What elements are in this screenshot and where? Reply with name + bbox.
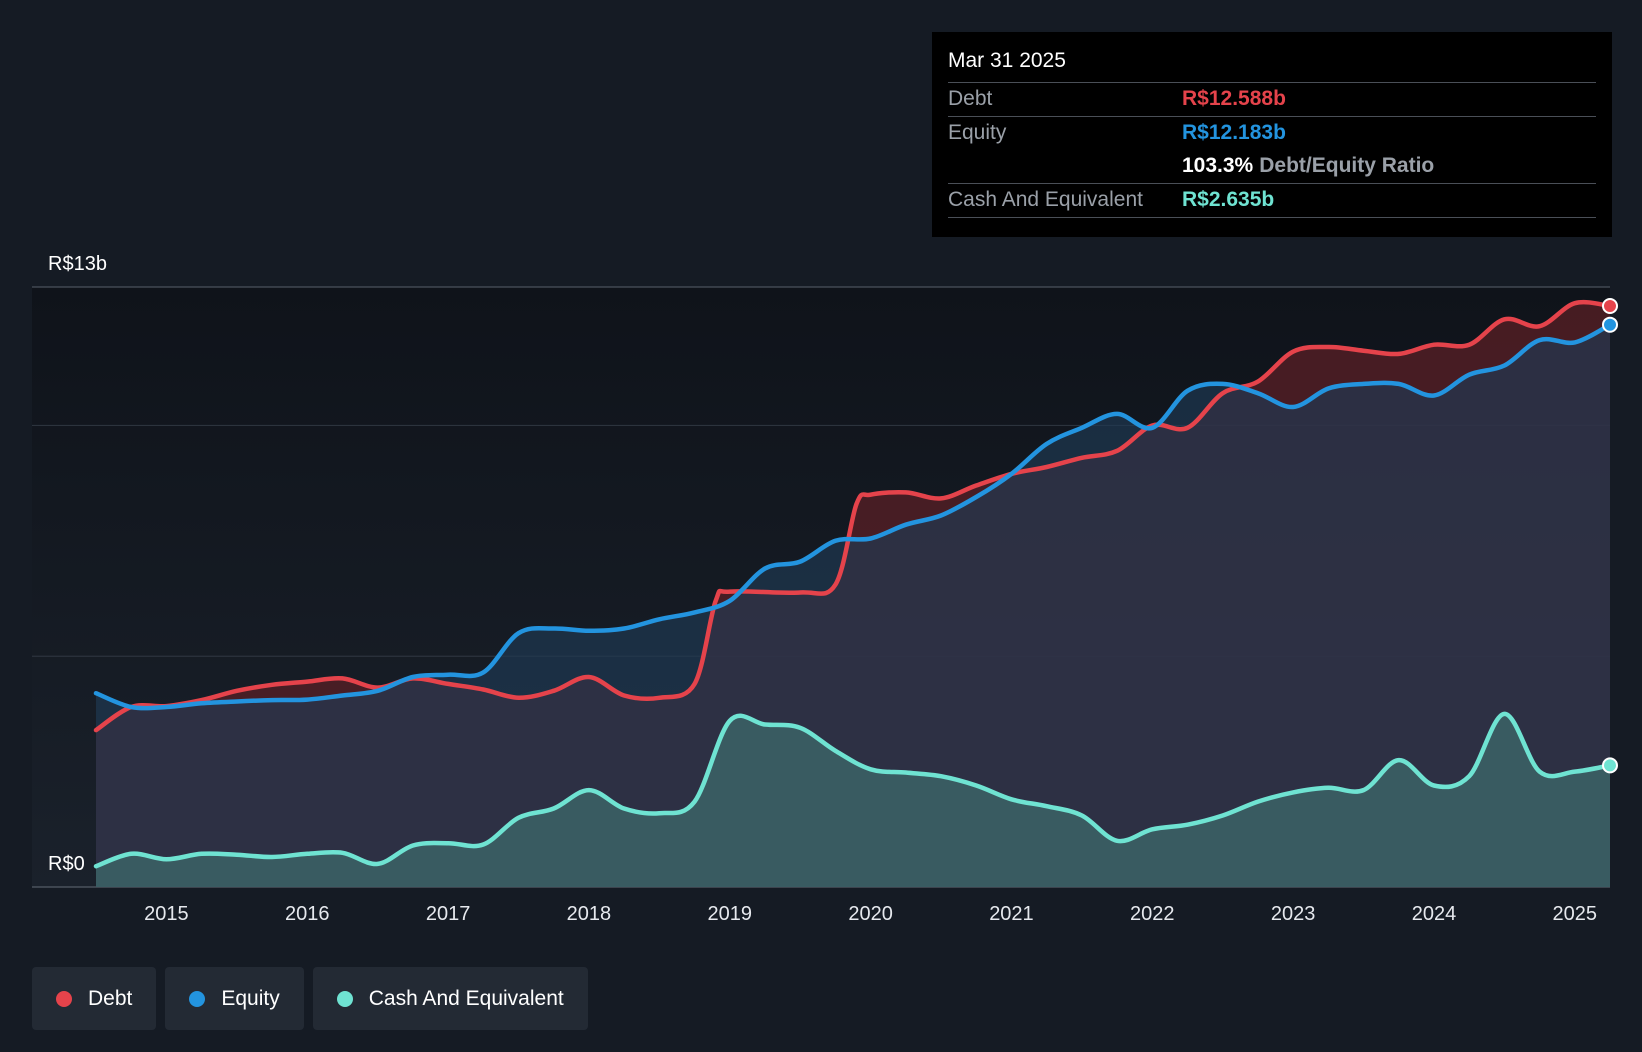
tooltip-ratio-label: Debt/Equity Ratio [1259,154,1435,177]
x-tick-label: 2017 [426,903,471,925]
tooltip-ratio-spacer [948,150,1182,183]
tooltip-debt-row: Debt R$12.588b [948,83,1596,117]
tooltip-debt-value: R$12.588b [1182,87,1286,110]
x-tick-label: 2024 [1412,903,1457,925]
tooltip-ratio-value: 103.3% [1182,154,1254,177]
tooltip-debt-label: Debt [948,87,993,110]
legend: Debt Equity Cash And Equivalent [32,967,588,1030]
tooltip-date: Mar 31 2025 [948,46,1596,83]
legend-label-debt: Debt [88,986,133,1010]
end-point-cash-and-equivalent [1602,757,1618,774]
line-debt [93,299,1613,733]
tooltip-ratio-row: 103.3% Debt/Equity Ratio [948,150,1596,184]
series-lines [93,299,1613,869]
x-tick-label: 2021 [989,903,1034,925]
x-tick-label: 2016 [285,903,330,925]
x-tick-label: 2020 [848,903,893,925]
series-areas [96,302,1610,887]
legend-item-cash[interactable]: Cash And Equivalent [312,967,588,1030]
legend-dot-equity-icon [189,990,206,1007]
tooltip-equity-row: Equity R$12.183b [948,117,1596,150]
x-axis-ticks: 2015 2016 2017 2018 2019 2020 2021 2022 2023 2024… [144,903,1597,925]
line-equity [93,322,1613,711]
x-tick-label: 2022 [1130,903,1175,925]
tooltip-ratio: 103.3% Debt/Equity Ratio [1182,150,1434,183]
end-markers [1602,298,1618,774]
tooltip-equity-value: R$12.183b [1182,121,1286,144]
legend-item-equity[interactable]: Equity [165,967,304,1030]
end-point-equity [1602,316,1618,333]
end-point-debt [1602,298,1618,315]
tooltip-panel: Mar 31 2025 Debt R$12.588b Equity R$12.1… [932,32,1612,237]
area-equity [96,324,1610,887]
tooltip-cash-value: R$2.635b [1182,188,1275,211]
x-tick-label: 2015 [144,903,189,925]
legend-item-debt[interactable]: Debt [32,967,157,1030]
tooltip-cash-row: Cash And Equivalent R$2.635b [948,184,1596,218]
x-tick-label: 2019 [708,903,753,925]
x-tick-label: 2025 [1553,903,1598,925]
area-cash-and-equivalent [96,713,1610,887]
y-axis-top-label: R$13b [48,253,107,275]
x-tick-label: 2018 [567,903,612,925]
legend-dot-debt-icon [56,990,72,1007]
legend-label-cash: Cash And Equivalent [368,986,564,1010]
legend-label-equity: Equity [221,986,280,1010]
legend-dot-cash-icon [336,990,353,1007]
tooltip-cash-label: Cash And Equivalent [948,188,1143,211]
x-tick-label: 2023 [1271,903,1316,925]
tooltip-equity-label: Equity [948,121,1007,144]
y-axis-bottom-label: R$0 [48,853,85,875]
line-cash-and-equivalent [93,711,1613,869]
